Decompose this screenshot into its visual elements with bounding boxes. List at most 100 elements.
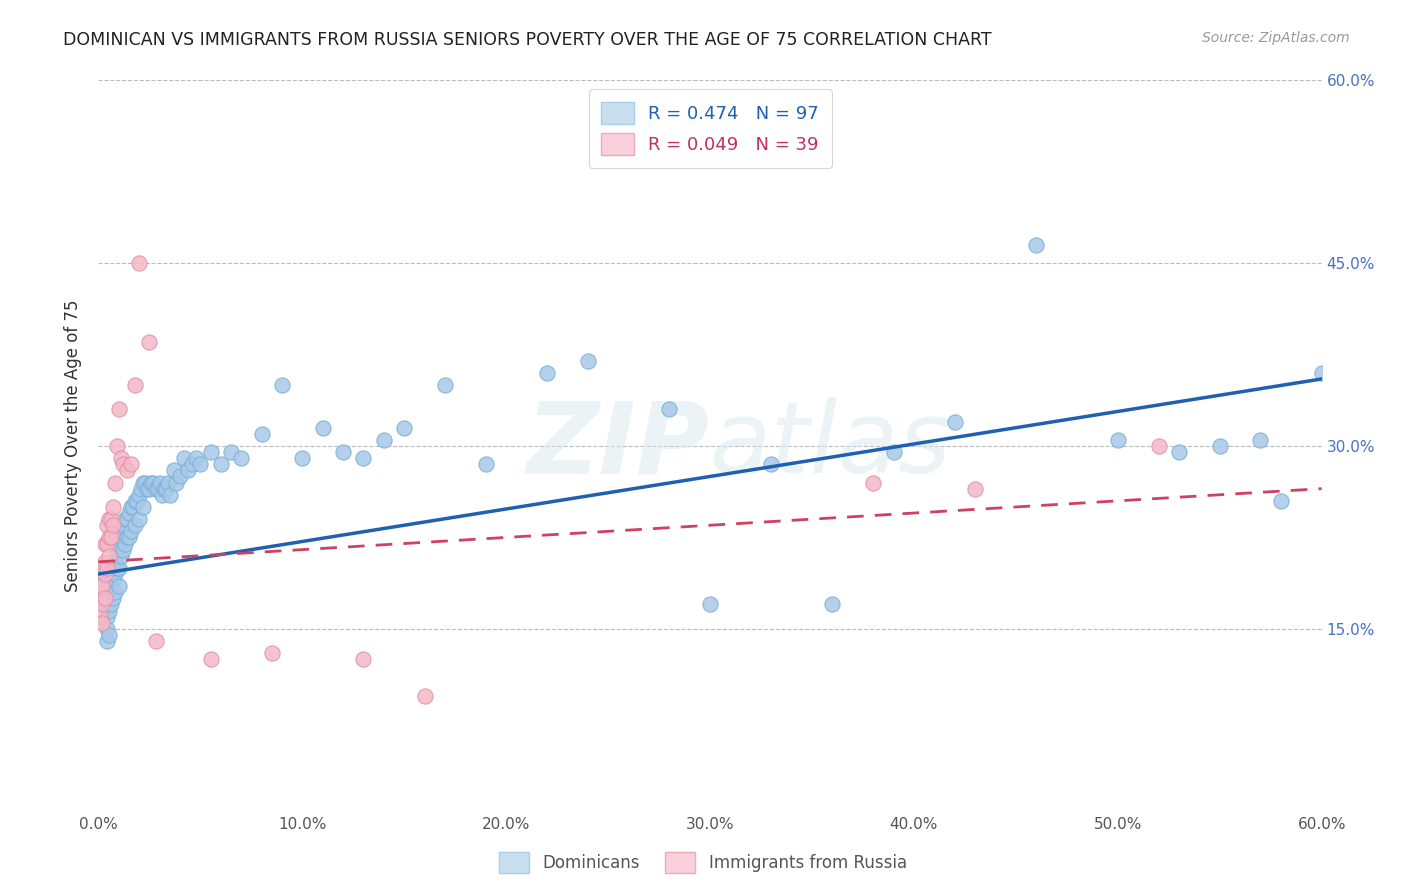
Point <box>118 530 141 544</box>
Point <box>965 482 987 496</box>
Point <box>89 591 111 606</box>
Point <box>149 475 172 490</box>
Point <box>155 482 177 496</box>
Point <box>291 451 314 466</box>
Point <box>761 457 783 471</box>
Point <box>108 402 131 417</box>
Point <box>110 549 132 563</box>
Point <box>434 378 457 392</box>
Point <box>93 591 115 606</box>
Point <box>105 542 128 557</box>
Point <box>91 598 114 612</box>
Point <box>104 567 127 582</box>
Point <box>97 512 120 526</box>
Point <box>146 482 169 496</box>
Point <box>96 561 118 575</box>
Point <box>156 475 179 490</box>
Point <box>200 445 222 459</box>
Point <box>97 591 120 606</box>
Point <box>821 598 844 612</box>
Point <box>1147 439 1170 453</box>
Point <box>108 542 131 557</box>
Point <box>312 421 335 435</box>
Point <box>96 536 118 550</box>
Point <box>93 536 115 550</box>
Point <box>91 561 114 575</box>
Point <box>128 512 150 526</box>
Point <box>145 482 167 496</box>
Point <box>145 634 167 648</box>
Point <box>100 530 122 544</box>
Point <box>373 433 395 447</box>
Point <box>97 628 120 642</box>
Point <box>699 598 721 612</box>
Point <box>159 488 181 502</box>
Point <box>93 579 115 593</box>
Point <box>101 518 124 533</box>
Point <box>104 555 127 569</box>
Point <box>100 512 122 526</box>
Point <box>110 451 132 466</box>
Text: atlas: atlas <box>710 398 952 494</box>
Point <box>97 567 120 582</box>
Point <box>108 561 131 575</box>
Point <box>96 518 118 533</box>
Point <box>943 415 966 429</box>
Point <box>120 500 142 514</box>
Point <box>110 524 132 539</box>
Point <box>97 549 120 563</box>
Y-axis label: Seniors Poverty Over the Age of 75: Seniors Poverty Over the Age of 75 <box>65 300 83 592</box>
Point <box>96 622 118 636</box>
Point <box>120 457 142 471</box>
Point <box>1107 433 1129 447</box>
Point <box>101 561 124 575</box>
Point <box>118 506 141 520</box>
Point <box>128 256 150 270</box>
Text: DOMINICAN VS IMMIGRANTS FROM RUSSIA SENIORS POVERTY OVER THE AGE OF 75 CORRELATI: DOMINICAN VS IMMIGRANTS FROM RUSSIA SENI… <box>63 31 991 49</box>
Point <box>219 445 242 459</box>
Point <box>138 335 160 350</box>
Point <box>134 475 156 490</box>
Point <box>536 366 558 380</box>
Point <box>169 469 191 483</box>
Point <box>104 475 127 490</box>
Point <box>124 378 146 392</box>
Point <box>163 463 186 477</box>
Point <box>209 457 232 471</box>
Point <box>91 567 114 582</box>
Point <box>129 482 152 496</box>
Point <box>474 457 498 471</box>
Point <box>97 530 120 544</box>
Point <box>138 482 160 496</box>
Point <box>165 475 187 490</box>
Point <box>91 579 114 593</box>
Point <box>132 500 155 514</box>
Point <box>111 457 134 471</box>
Point <box>105 561 128 575</box>
Point <box>883 445 905 459</box>
Point <box>101 500 124 514</box>
Point <box>177 463 200 477</box>
Point <box>115 512 138 526</box>
Point <box>89 579 111 593</box>
Point <box>136 482 159 496</box>
Point <box>101 591 124 606</box>
Point <box>100 567 122 582</box>
Point <box>124 494 146 508</box>
Point <box>105 439 128 453</box>
Point <box>352 652 374 666</box>
Point <box>658 402 681 417</box>
Point <box>91 615 114 630</box>
Point <box>1310 366 1333 380</box>
Point <box>111 518 134 533</box>
Point <box>101 573 124 587</box>
Point <box>173 451 195 466</box>
Point <box>231 451 253 466</box>
Legend: R = 0.474   N = 97, R = 0.049   N = 39: R = 0.474 N = 97, R = 0.049 N = 39 <box>589 89 831 168</box>
Legend: Dominicans, Immigrants from Russia: Dominicans, Immigrants from Russia <box>492 846 914 880</box>
Point <box>97 579 120 593</box>
Point <box>270 378 294 392</box>
Point <box>93 555 115 569</box>
Point <box>132 475 155 490</box>
Point <box>108 579 131 593</box>
